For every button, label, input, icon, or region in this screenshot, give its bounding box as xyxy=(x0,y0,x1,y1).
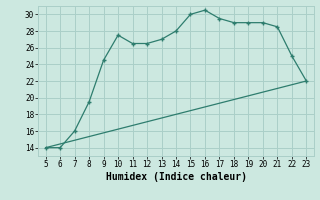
X-axis label: Humidex (Indice chaleur): Humidex (Indice chaleur) xyxy=(106,172,246,182)
